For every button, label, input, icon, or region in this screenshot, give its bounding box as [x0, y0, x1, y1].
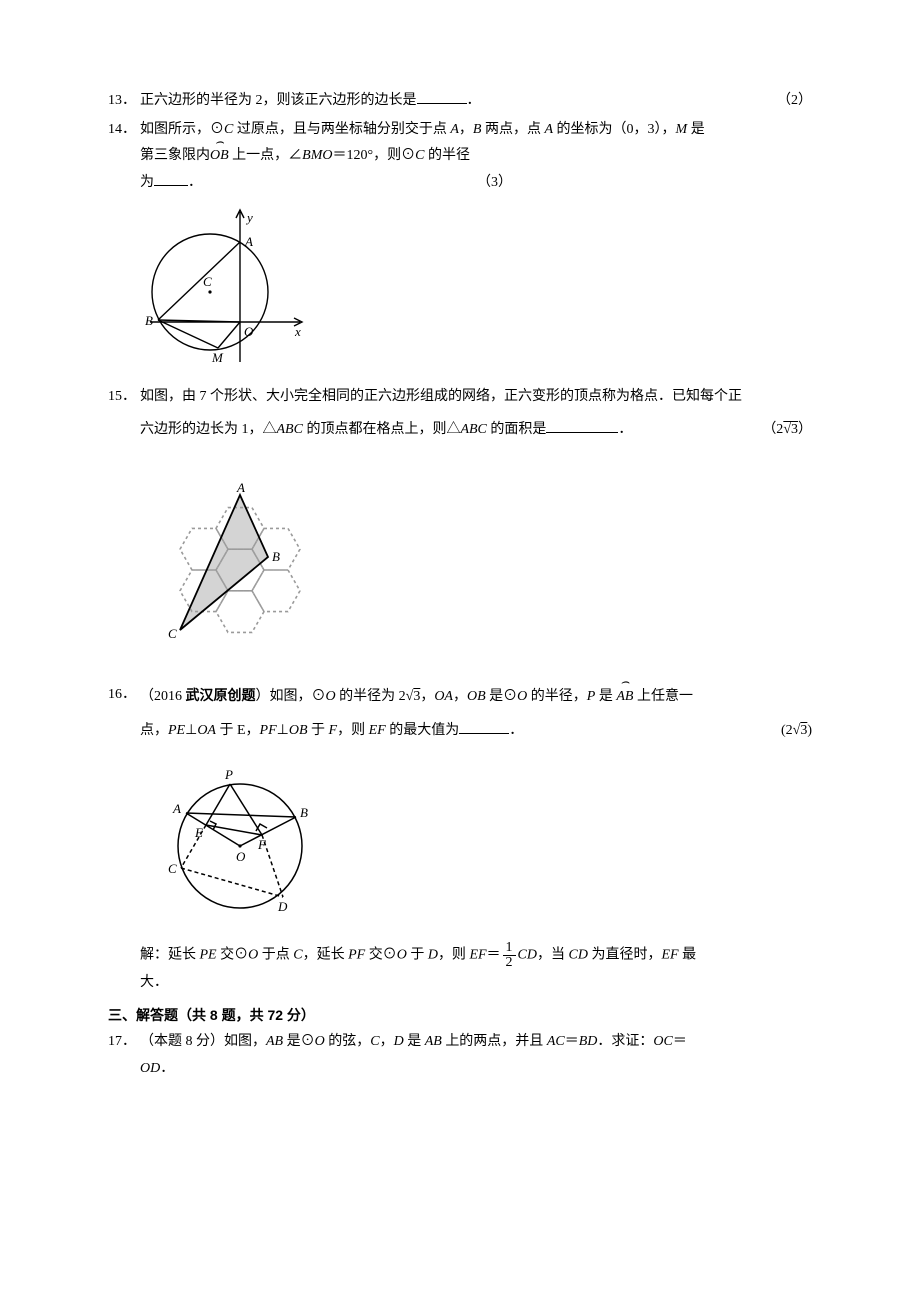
problem-number: 17．	[108, 1029, 140, 1056]
svg-text:B: B	[145, 313, 153, 328]
problem-line: （本题 8 分）如图，AB 是⊙O 的弦，C，D 是 AB 上的两点，并且 AC…	[140, 1029, 812, 1056]
solution-line: 大．	[140, 970, 812, 997]
figure-16: P A B E F O C D	[140, 751, 812, 931]
svg-text:B: B	[300, 805, 308, 820]
svg-text:E: E	[194, 825, 203, 840]
problem-line: 为． （3）	[140, 170, 812, 197]
var-OA: OA	[434, 689, 453, 704]
problem-line: （2016 武汉原创题）如图，⊙O 的半径为 2√3，OA，OB 是⊙O 的半径…	[140, 682, 812, 711]
var-AC: AC	[547, 1034, 565, 1049]
var-M: M	[676, 122, 688, 137]
var-OB: OB	[289, 723, 308, 738]
solution-line: 解：延长 PE 交⊙O 于点 C，延长 PF 交⊙O 于 D，则 EF＝12CD…	[140, 941, 812, 970]
problem-15: 15． 如图，由 7 个形状、大小完全相同的正六边形组成的网络，正六变形的顶点称…	[108, 384, 812, 679]
hexagon-grid: A B C	[140, 450, 340, 670]
answer: （3）	[477, 170, 512, 197]
var-EF: EF	[369, 723, 386, 738]
svg-text:C: C	[168, 626, 177, 641]
svg-text:A: A	[172, 801, 181, 816]
svg-text:C: C	[203, 274, 212, 289]
bold-text: 武汉原创题	[186, 687, 256, 703]
text: ．	[467, 93, 481, 108]
figure-15: A B C	[140, 450, 812, 670]
circle-diagram: y x A C B O M	[140, 202, 310, 372]
problem-body: 如图，由 7 个形状、大小完全相同的正六边形组成的网络，正六变形的顶点称为格点．…	[140, 384, 812, 679]
fill-blank	[417, 89, 467, 104]
svg-text:O: O	[244, 324, 254, 339]
var-AB: AB	[266, 1034, 283, 1049]
var-C: C	[224, 122, 233, 137]
var-F: F	[329, 723, 338, 738]
var-BMO: BMO	[302, 148, 332, 163]
problem-body: （本题 8 分）如图，AB 是⊙O 的弦，C，D 是 AB 上的两点，并且 AC…	[140, 1029, 812, 1082]
problem-17: 17． （本题 8 分）如图，AB 是⊙O 的弦，C，D 是 AB 上的两点，并…	[108, 1029, 812, 1082]
svg-text:D: D	[277, 899, 288, 914]
problem-line: 六边形的边长为 1，△ABC 的顶点都在格点上，则△ABC 的面积是． （2√3…	[140, 417, 812, 444]
circle-perp-diagram: P A B E F O C D	[140, 751, 340, 931]
answer: （2√3）	[762, 417, 812, 444]
var-OD: OD	[140, 1061, 160, 1076]
problem-13: 13． 正六边形的半径为 2，则该正六边形的边长是 ． （2）	[108, 88, 812, 115]
var-OC: OC	[653, 1034, 672, 1049]
fill-blank	[459, 719, 509, 734]
problem-body: （2016 武汉原创题）如图，⊙O 的半径为 2√3，OA，OB 是⊙O 的半径…	[140, 682, 812, 997]
problem-line: 正六边形的半径为 2，则该正六边形的边长是 ． （2）	[140, 88, 812, 115]
problem-16: 16． （2016 武汉原创题）如图，⊙O 的半径为 2√3，OA，OB 是⊙O…	[108, 682, 812, 997]
problem-number: 15．	[108, 384, 140, 411]
problem-line: 如图所示，⊙C 过原点，且与两坐标轴分别交于点 A，B 两点，点 A 的坐标为（…	[140, 117, 812, 144]
svg-text:A: A	[236, 480, 245, 495]
problem-body: 正六边形的半径为 2，则该正六边形的边长是 ． （2）	[140, 88, 812, 115]
answer: (2√3)	[781, 718, 812, 745]
fill-blank	[546, 418, 618, 433]
svg-text:C: C	[168, 861, 177, 876]
problem-line: OD．	[140, 1056, 812, 1083]
problem-line: 第三象限内OB 上一点，∠BMO＝120°，则⊙C 的半径	[140, 143, 812, 170]
svg-text:F: F	[257, 837, 267, 852]
svg-text:B: B	[272, 549, 280, 564]
var-OA: OA	[197, 723, 216, 738]
var-A: A	[450, 122, 459, 137]
var-A: A	[544, 122, 553, 137]
var-ABC: ABC	[277, 422, 303, 437]
problem-body: 如图所示，⊙C 过原点，且与两坐标轴分别交于点 A，B 两点，点 A 的坐标为（…	[140, 117, 812, 383]
svg-text:A: A	[244, 234, 253, 249]
problem-number: 16．	[108, 682, 140, 709]
problem-number: 13．	[108, 88, 140, 115]
var-BD: BD	[579, 1034, 598, 1049]
text: 正六边形的半径为 2，则该正六边形的边长是	[140, 93, 417, 108]
var-OB: OB	[467, 689, 486, 704]
figure-14: y x A C B O M	[140, 202, 812, 372]
fraction-half: 12	[503, 941, 516, 970]
var-O: O	[315, 1034, 325, 1049]
var-ABC: ABC	[460, 422, 486, 437]
var-PF: PF	[260, 723, 277, 738]
svg-text:P: P	[224, 767, 233, 782]
answer: （2）	[777, 88, 812, 115]
problem-number: 14．	[108, 117, 140, 144]
var-PE: PE	[168, 723, 185, 738]
section-3-header: 三、解答题（共 8 题，共 72 分）	[108, 1002, 812, 1029]
svg-text:O: O	[236, 849, 246, 864]
var-O: O	[517, 689, 527, 704]
svg-text:M: M	[211, 350, 224, 365]
problem-line: 如图，由 7 个形状、大小完全相同的正六边形组成的网络，正六变形的顶点称为格点．…	[140, 384, 812, 411]
var-C: C	[370, 1034, 379, 1049]
fill-blank	[154, 171, 188, 186]
arc-OB: OB	[210, 143, 229, 170]
var-AB: AB	[425, 1034, 442, 1049]
svg-text:y: y	[245, 210, 253, 225]
var-D: D	[394, 1034, 404, 1049]
var-O: O	[326, 689, 336, 704]
problem-14: 14． 如图所示，⊙C 过原点，且与两坐标轴分别交于点 A，B 两点，点 A 的…	[108, 117, 812, 383]
problem-line: 点，PE⊥OA 于 E，PF⊥OB 于 F，则 EF 的最大值为． (2√3)	[140, 718, 812, 745]
arc-AB: AB	[616, 684, 633, 711]
svg-text:x: x	[294, 324, 301, 339]
